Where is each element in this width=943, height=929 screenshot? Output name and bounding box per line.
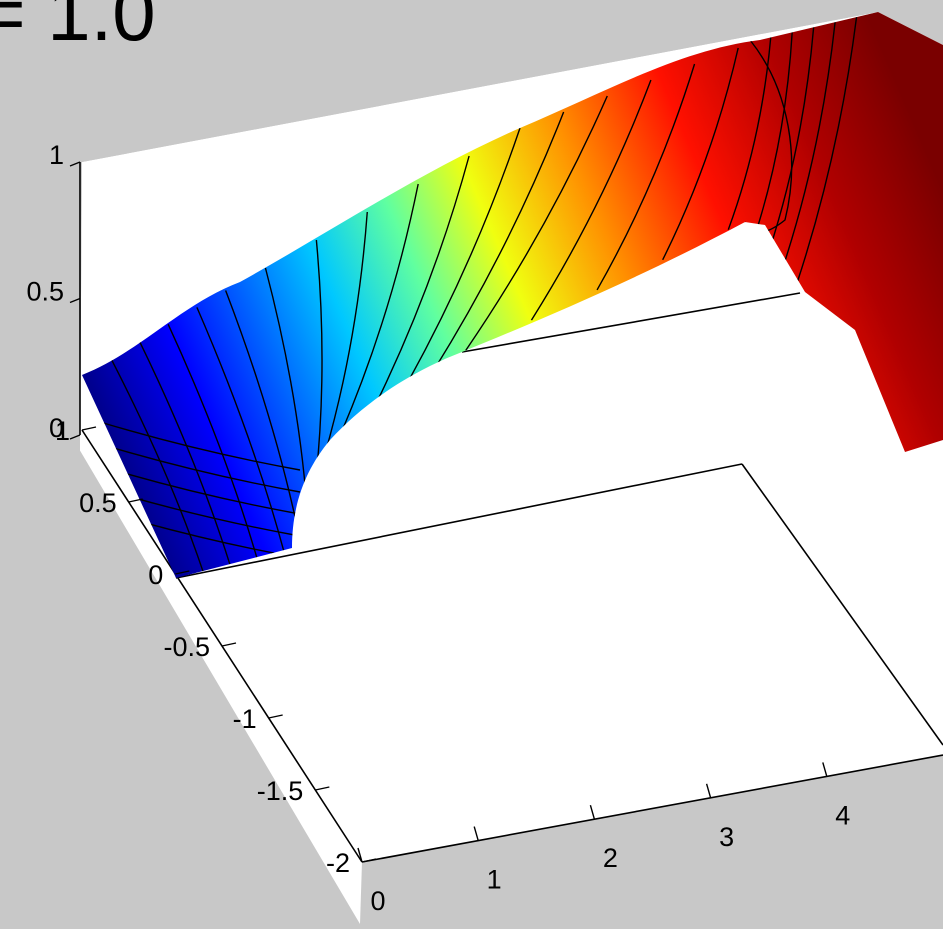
figure-background-bottom: [360, 755, 943, 924]
contour-line: [314, 239, 323, 481]
x-tick-mark: [705, 783, 712, 798]
x-tick-mark: [822, 762, 828, 777]
contour-line: [224, 290, 299, 531]
contour-line: [340, 183, 419, 433]
x-tick-mark: [473, 826, 479, 841]
contour-line: [796, 17, 858, 283]
contour-line: [530, 79, 652, 321]
contour-line: [727, 37, 772, 230]
x-tick-mark: [589, 805, 596, 820]
contour-line: [662, 47, 739, 261]
y-tick-mark: [361, 858, 377, 863]
y-tick-label: 0: [148, 560, 163, 590]
surface-band: [82, 12, 943, 578]
contour-line: [99, 443, 301, 493]
x-tick-label: 1: [487, 865, 502, 895]
contour-line: [264, 267, 308, 506]
contour-line: [371, 155, 470, 413]
figure-background-left: [0, 162, 360, 924]
contour-line: [401, 127, 521, 392]
contour-line: [754, 32, 793, 235]
contour-line: [196, 307, 285, 551]
y-tick-mark: [315, 786, 330, 791]
contour-line: [768, 27, 815, 251]
y-tick-label: -1.5: [257, 776, 304, 806]
y-tick-mark: [221, 642, 237, 647]
contour-line: [465, 95, 608, 351]
x-tick-label: 4: [835, 800, 850, 830]
z-tick-label: 1: [49, 140, 64, 170]
y-tick-mark: [268, 714, 283, 719]
contour-line: [782, 22, 836, 267]
contour-line: [167, 323, 258, 558]
figure-background-top: [0, 0, 943, 162]
y-tick-mark: [128, 498, 143, 503]
y-tick-label: 1: [55, 416, 70, 446]
contour-line: [110, 357, 204, 572]
y-tick-mark: [81, 426, 97, 431]
y-tick-label: -0.5: [163, 632, 210, 662]
y-tick-label: -2: [326, 848, 350, 878]
contour-line: [432, 111, 565, 372]
x-tick-label: 3: [719, 822, 734, 852]
z-tick-label: 0.5: [26, 277, 64, 307]
contour-line: [596, 63, 696, 291]
x-tick-label: 2: [603, 843, 618, 873]
y-tick-mark: [175, 570, 190, 575]
contour-line: [99, 421, 301, 471]
x-tick-label: 0: [370, 886, 385, 916]
contour-line: [138, 340, 231, 565]
axes-back-wall: [80, 12, 943, 924]
z-tick-mark: [69, 434, 81, 440]
axis-ticks: [69, 161, 828, 863]
plot-title: = 1.0: [0, 0, 156, 57]
contour-line: [323, 211, 368, 456]
z-tick-mark: [69, 297, 81, 304]
y-tick-label: 0.5: [79, 488, 117, 518]
z-tick-label: 0: [49, 413, 64, 443]
x-tick-mark: [357, 847, 363, 863]
y-tick-label: -1: [233, 704, 257, 734]
z-tick-mark: [69, 161, 81, 167]
